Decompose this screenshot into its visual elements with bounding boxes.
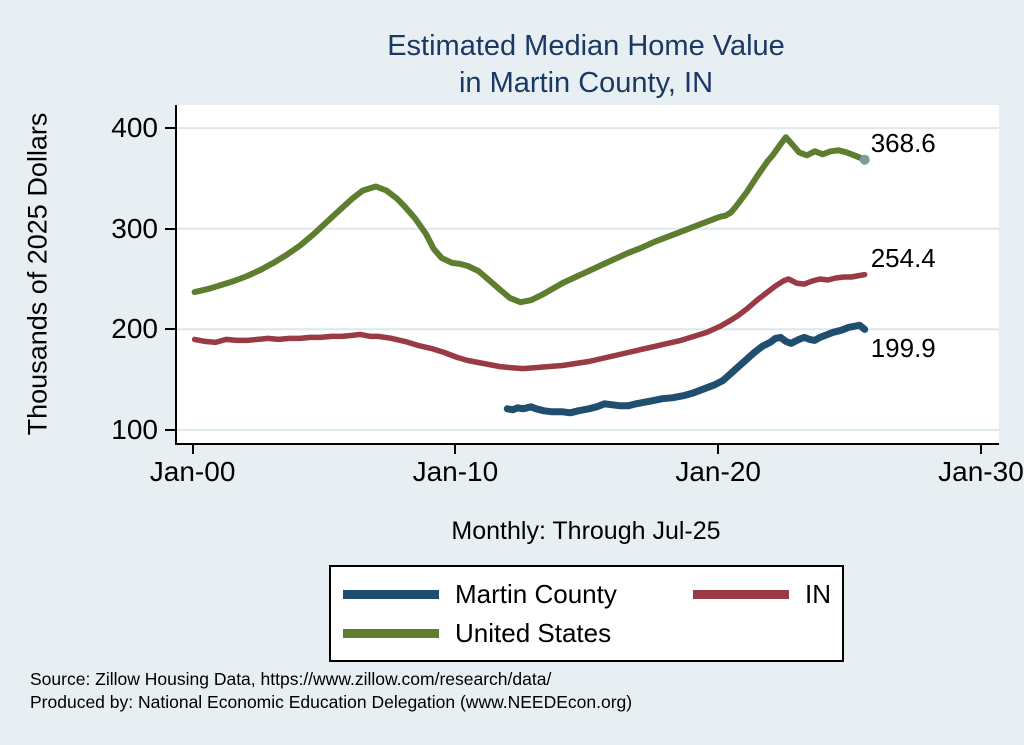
- figure-title-line2: in Martin County, IN: [458, 67, 714, 99]
- end-value-label-in: 254.4: [870, 242, 936, 273]
- series-line-united-states: [191, 134, 868, 306]
- x-tick-mark: [454, 445, 457, 454]
- legend-item-martin-county: Martin County: [343, 579, 693, 610]
- end-value-label-martin-county: 199.9: [870, 333, 936, 364]
- x-tick-mark: [979, 445, 982, 454]
- legend: Martin County IN United States: [329, 565, 844, 662]
- figure-subtitle: Monthly: Through Jul-25: [451, 517, 721, 545]
- x-tick-mark: [717, 445, 720, 454]
- legend-label: Martin County: [455, 578, 617, 609]
- plot-area: [175, 105, 999, 445]
- y-tick-label: 400: [111, 112, 158, 144]
- y-tick-label: 100: [111, 413, 158, 445]
- figure-title: Estimated Median Home Value in Martin Co…: [175, 28, 997, 102]
- x-tick-label: Jan-00: [149, 456, 236, 487]
- end-value-label-united-states: 368.6: [870, 127, 936, 158]
- source-line-1: Source: Zillow Housing Data, https://www…: [30, 669, 552, 689]
- legend-swatch: [343, 589, 439, 599]
- x-tick-label: Jan-20: [675, 456, 761, 487]
- series-line-in: [191, 271, 868, 372]
- legend-label: United States: [455, 617, 612, 648]
- series-line-martin-county: [503, 321, 869, 417]
- legend-item-in: IN: [693, 579, 842, 610]
- y-axis-title: Thousands of 2025 Dollars: [22, 112, 53, 436]
- y-tick-mark: [165, 428, 175, 431]
- x-tick-mark: [191, 445, 194, 454]
- legend-swatch: [343, 628, 439, 638]
- y-tick-label: 300: [111, 212, 158, 244]
- x-tick-label: Jan-10: [412, 456, 499, 487]
- series-end-marker: [859, 154, 870, 165]
- chart-canvas: [177, 127, 999, 431]
- figure-title-line1: Estimated Median Home Value: [387, 30, 785, 62]
- legend-item-united-states: United States: [343, 618, 693, 649]
- y-tick-mark: [165, 227, 175, 230]
- y-tick-mark: [165, 127, 175, 130]
- y-tick-mark: [165, 328, 175, 331]
- y-tick-label: 200: [111, 313, 158, 345]
- legend-swatch: [693, 589, 789, 599]
- x-tick-label: Jan-30: [938, 456, 1024, 487]
- legend-label: IN: [805, 578, 831, 609]
- source-line-2: Produced by: National Economic Education…: [30, 692, 633, 712]
